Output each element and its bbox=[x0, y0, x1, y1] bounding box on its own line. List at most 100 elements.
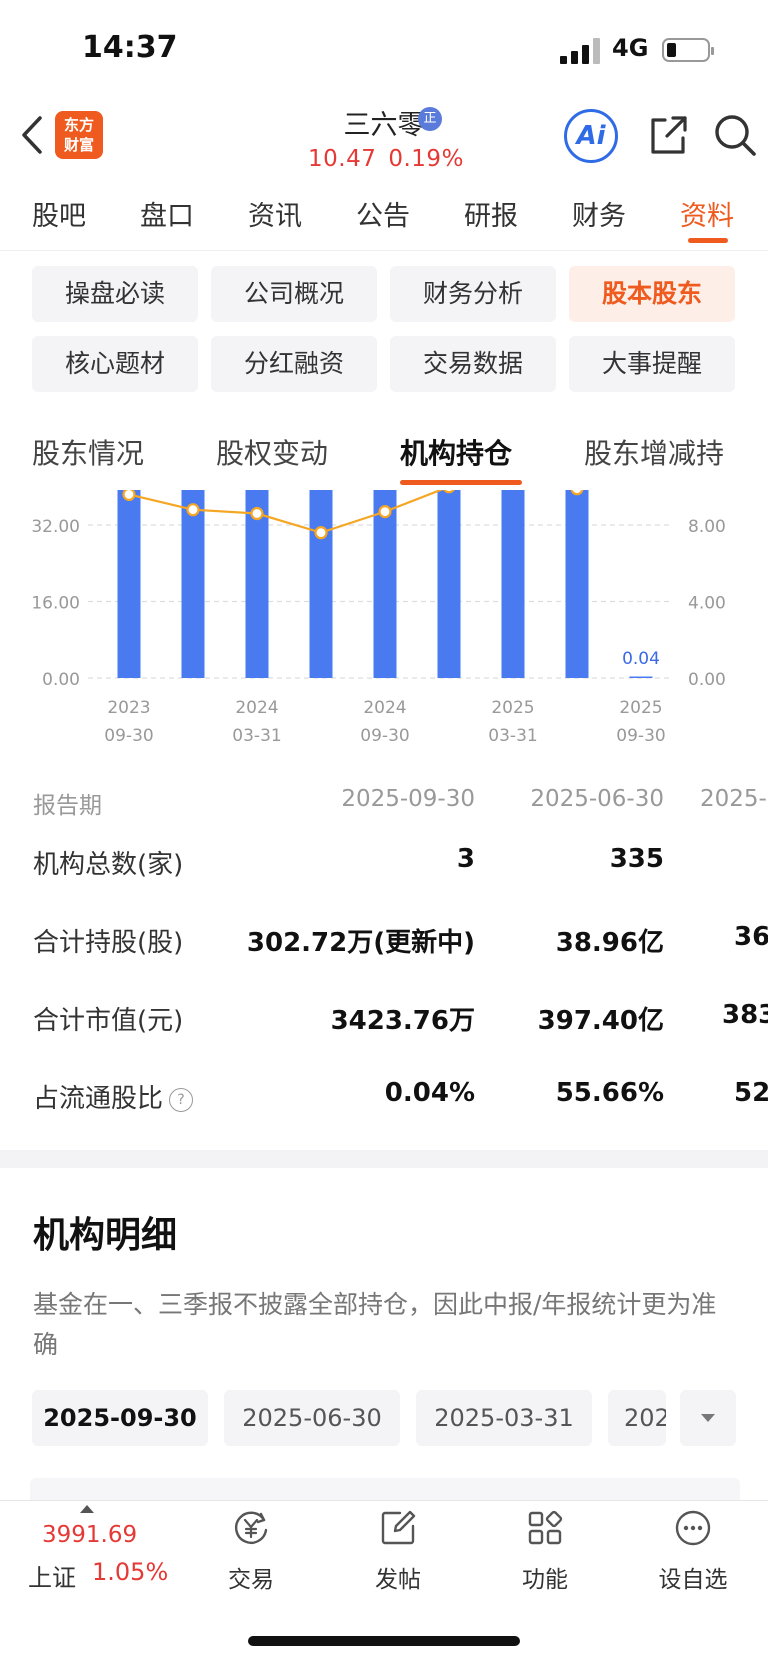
status-time: 14:37 bbox=[82, 30, 178, 65]
section-tab-equity-change[interactable]: 股权变动 bbox=[216, 437, 329, 470]
help-icon[interactable]: ? bbox=[169, 1087, 194, 1112]
sub-button-core-themes[interactable]: 核心题材 bbox=[32, 336, 198, 392]
chart-point bbox=[570, 490, 584, 496]
chart-bar bbox=[245, 490, 269, 678]
chart-point bbox=[314, 526, 328, 540]
ai-button[interactable]: Ai bbox=[564, 109, 618, 163]
row-value: 397.40亿 bbox=[537, 1006, 664, 1036]
row-value: 3423.76万 bbox=[330, 1006, 475, 1036]
up-arrow-icon bbox=[80, 1505, 94, 1513]
row-label-float-ratio: 占流通股比? bbox=[33, 1078, 194, 1115]
chart-bar bbox=[565, 490, 589, 678]
sub-button-trading-data[interactable]: 交易数据 bbox=[390, 336, 556, 392]
row-value: 52 bbox=[734, 1078, 768, 1108]
tab-guba[interactable]: 股吧 bbox=[32, 201, 86, 232]
tab-announcements[interactable]: 公告 bbox=[356, 201, 410, 232]
sub-button-events[interactable]: 大事提醒 bbox=[569, 336, 735, 392]
x-tick-label: 09-30 bbox=[616, 726, 665, 746]
y-tick-right: 8.00 bbox=[688, 517, 726, 537]
row-value: 0.04% bbox=[384, 1078, 475, 1108]
row-value: 38.96亿 bbox=[555, 928, 664, 958]
home-indicator bbox=[248, 1636, 520, 1646]
nav-functions[interactable]: 功能 bbox=[490, 1508, 600, 1594]
nav-post[interactable]: 发帖 bbox=[343, 1508, 453, 1594]
y-tick-right: 4.00 bbox=[688, 594, 726, 614]
row-value: 3 bbox=[456, 844, 475, 874]
stock-change: 0.19% bbox=[388, 146, 464, 172]
y-tick-right: 0.00 bbox=[688, 670, 726, 690]
active-tab-indicator bbox=[688, 238, 728, 243]
share-icon[interactable] bbox=[647, 114, 689, 156]
nav-label: 设自选 bbox=[658, 1567, 728, 1593]
row-label: 合计市值(元) bbox=[33, 1006, 184, 1036]
date-chip[interactable]: 2025-03-31 bbox=[416, 1390, 592, 1446]
stock-name: 三六零 bbox=[343, 110, 425, 141]
y-tick-left: 32.00 bbox=[31, 517, 80, 537]
search-icon[interactable] bbox=[712, 112, 758, 158]
sub-button-trading-guide[interactable]: 操盘必读 bbox=[32, 266, 198, 322]
tab-profile[interactable]: 资料 bbox=[680, 201, 734, 232]
detail-table-header bbox=[30, 1478, 740, 1500]
section-tab-institutional[interactable]: 机构持仓 bbox=[400, 437, 513, 470]
row-label: 机构总数(家) bbox=[33, 850, 184, 880]
row-label: 合计持股(股) bbox=[33, 928, 184, 958]
section-tab-indicator bbox=[400, 480, 522, 485]
x-tick-label: 09-30 bbox=[360, 726, 409, 746]
row-value: 36 bbox=[734, 922, 768, 952]
chart-point bbox=[122, 490, 136, 501]
date-chip[interactable]: 2025-06-30 bbox=[224, 1390, 400, 1446]
index-name[interactable]: 上证 bbox=[28, 1564, 76, 1592]
app-logo[interactable]: 东方财富 bbox=[55, 111, 103, 159]
row-label: 占流通股比 bbox=[33, 1084, 164, 1114]
index-value[interactable]: 3991.69 bbox=[42, 1522, 138, 1548]
section-tab-shareholders[interactable]: 股东情况 bbox=[32, 437, 145, 470]
y-tick-left: 16.00 bbox=[31, 594, 80, 614]
chart-point bbox=[186, 503, 200, 517]
data-label: 0.04 bbox=[622, 649, 660, 669]
institutional-holding-chart: 0.00 16.00 32.00 0.00 4.00 8.00 0.04 2023 09-30 2… bbox=[31, 490, 726, 746]
edit-icon bbox=[381, 1510, 416, 1545]
sub-button-company-overview[interactable]: 公司概况 bbox=[211, 266, 377, 322]
chart-bar bbox=[437, 490, 461, 678]
tab-pankou[interactable]: 盘口 bbox=[140, 201, 194, 232]
grid-icon bbox=[528, 1510, 563, 1545]
sub-button-shareholders[interactable]: 股本股东 bbox=[569, 266, 735, 322]
date-chip[interactable]: 202 bbox=[608, 1390, 666, 1446]
x-tick-label: 03-31 bbox=[232, 726, 281, 746]
sub-button-dividends[interactable]: 分红融资 bbox=[211, 336, 377, 392]
section-note: 基金在一、三季报不披露全部持仓，因此中报/年报统计更为准确 bbox=[33, 1290, 717, 1359]
table-col-3: 2025- bbox=[700, 786, 767, 812]
x-tick-label: 03-31 bbox=[488, 726, 537, 746]
x-tick-label: 2025 bbox=[491, 698, 534, 718]
chart-bar bbox=[501, 490, 525, 678]
nav-trade[interactable]: 交易 bbox=[196, 1508, 306, 1594]
back-button[interactable] bbox=[20, 112, 46, 158]
nav-label: 发帖 bbox=[375, 1567, 421, 1593]
tab-research[interactable]: 研报 bbox=[464, 201, 518, 232]
nav-watchlist[interactable]: 设自选 bbox=[638, 1508, 748, 1594]
section-title: 机构明细 bbox=[33, 1215, 178, 1256]
logo-text: 东方财富 bbox=[63, 116, 94, 154]
date-chip[interactable]: 2025-09-30 bbox=[32, 1390, 208, 1446]
section-tab-holding-change[interactable]: 股东增减持 bbox=[584, 437, 725, 470]
tab-finance[interactable]: 财务 bbox=[572, 201, 626, 232]
chart-point bbox=[250, 506, 264, 521]
main-tab-bar: 股吧 盘口 资讯 公告 研报 财务 资料 bbox=[0, 180, 768, 251]
row-value: 55.66% bbox=[555, 1078, 664, 1108]
chart-point bbox=[378, 505, 392, 519]
x-tick-label: 2023 bbox=[107, 698, 150, 718]
more-icon bbox=[675, 1510, 711, 1546]
chart-bar bbox=[629, 676, 653, 678]
x-tick-label: 09-30 bbox=[104, 726, 153, 746]
battery-icon bbox=[662, 38, 714, 62]
chevron-down-icon[interactable] bbox=[680, 1390, 736, 1446]
nav-label: 功能 bbox=[522, 1567, 568, 1593]
chart-line bbox=[128, 490, 444, 534]
sub-button-financial-analysis[interactable]: 财务分析 bbox=[390, 266, 556, 322]
chart-bar bbox=[117, 490, 141, 678]
index-change[interactable]: 1.05% bbox=[92, 1558, 169, 1586]
x-tick-label: 2024 bbox=[363, 698, 406, 718]
x-tick-label: 2025 bbox=[619, 698, 662, 718]
nav-label: 交易 bbox=[228, 1567, 274, 1593]
tab-news[interactable]: 资讯 bbox=[248, 201, 302, 232]
